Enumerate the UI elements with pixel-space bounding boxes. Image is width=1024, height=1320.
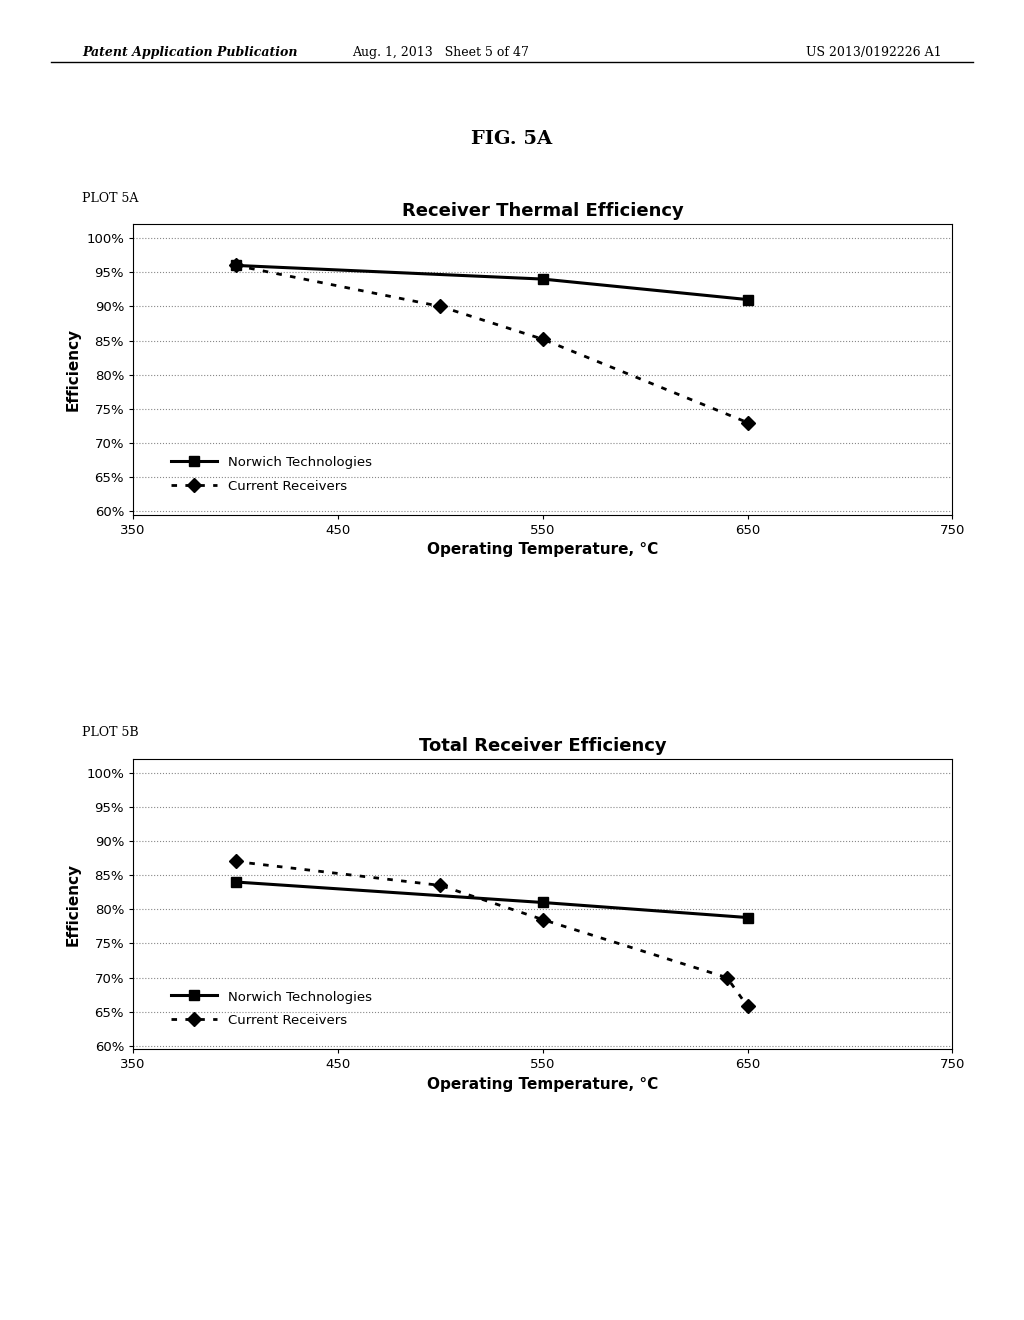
X-axis label: Operating Temperature, °C: Operating Temperature, °C: [427, 1077, 658, 1092]
Norwich Technologies: [229, 874, 242, 890]
Y-axis label: Efficiency: Efficiency: [66, 329, 81, 411]
Current Receivers: [229, 257, 242, 273]
Text: PLOT 5A: PLOT 5A: [82, 191, 138, 205]
Text: Aug. 1, 2013   Sheet 5 of 47: Aug. 1, 2013 Sheet 5 of 47: [352, 46, 528, 59]
Legend: Norwich Technologies, Current Receivers: Norwich Technologies, Current Receivers: [164, 449, 378, 499]
Text: US 2013/0192226 A1: US 2013/0192226 A1: [807, 46, 942, 59]
Current Receivers: [537, 331, 549, 347]
Y-axis label: Efficiency: Efficiency: [66, 863, 81, 945]
Norwich Technologies: [741, 292, 754, 308]
X-axis label: Operating Temperature, °C: Operating Temperature, °C: [427, 543, 658, 557]
Norwich Technologies: [741, 909, 754, 925]
Norwich Technologies: [537, 895, 549, 911]
Line: Norwich Technologies: Norwich Technologies: [230, 876, 753, 923]
Current Receivers: [434, 878, 446, 894]
Current Receivers: [537, 912, 549, 928]
Legend: Norwich Technologies, Current Receivers: Norwich Technologies, Current Receivers: [164, 983, 378, 1034]
Text: Patent Application Publication: Patent Application Publication: [82, 46, 297, 59]
Title: Total Receiver Efficiency: Total Receiver Efficiency: [419, 737, 667, 755]
Text: FIG. 5A: FIG. 5A: [471, 129, 553, 148]
Line: Norwich Technologies: Norwich Technologies: [230, 260, 753, 305]
Current Receivers: [434, 298, 446, 314]
Current Receivers: [741, 998, 754, 1014]
Title: Receiver Thermal Efficiency: Receiver Thermal Efficiency: [401, 202, 684, 220]
Current Receivers: [741, 414, 754, 430]
Norwich Technologies: [537, 271, 549, 286]
Norwich Technologies: [229, 257, 242, 273]
Current Receivers: [721, 970, 733, 986]
Line: Current Receivers: Current Receivers: [230, 260, 753, 428]
Text: PLOT 5B: PLOT 5B: [82, 726, 138, 739]
Line: Current Receivers: Current Receivers: [230, 857, 753, 1011]
Current Receivers: [229, 854, 242, 870]
